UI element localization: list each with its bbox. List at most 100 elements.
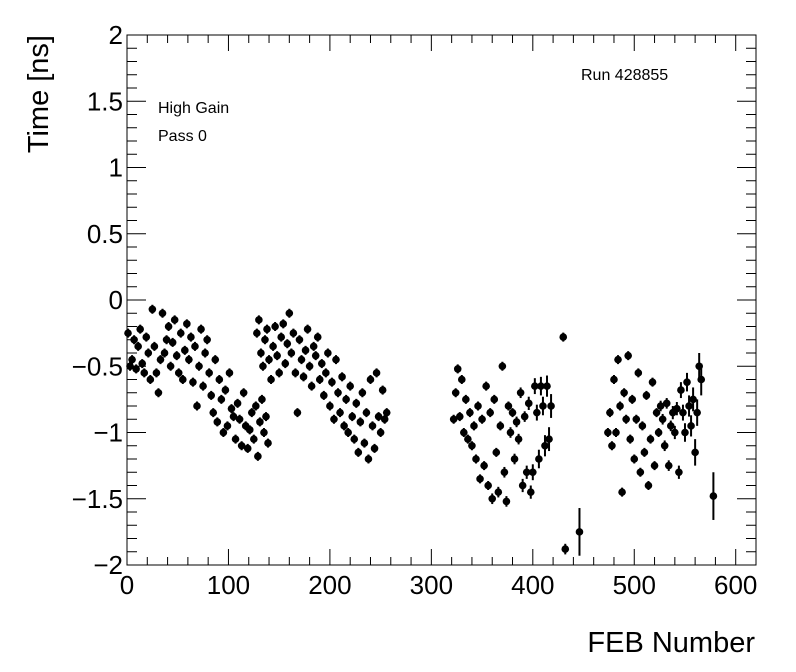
- data-point: [664, 460, 673, 471]
- pass-annotation: Pass 0: [158, 128, 207, 145]
- data-point: [223, 421, 232, 431]
- data-point: [283, 339, 292, 349]
- data-points: [124, 304, 718, 556]
- data-point: [380, 414, 389, 424]
- marker: [508, 408, 517, 417]
- data-point: [474, 401, 482, 411]
- data-point: [378, 385, 387, 395]
- data-point: [328, 377, 336, 387]
- marker: [197, 325, 205, 333]
- marker: [370, 444, 379, 453]
- data-point: [217, 394, 226, 404]
- data-point: [671, 425, 679, 440]
- marker: [279, 320, 288, 328]
- marker: [522, 468, 531, 477]
- marker: [620, 388, 628, 397]
- data-point: [193, 401, 201, 411]
- data-point: [256, 417, 264, 427]
- data-point: [662, 398, 671, 409]
- data-point: [211, 355, 220, 365]
- marker: [352, 399, 361, 408]
- data-point: [606, 408, 614, 418]
- marker: [457, 375, 466, 384]
- marker: [541, 441, 549, 450]
- data-point: [547, 394, 555, 418]
- data-point: [254, 451, 262, 461]
- marker: [332, 355, 340, 364]
- marker: [283, 339, 292, 348]
- marker: [348, 412, 357, 421]
- data-point: [490, 394, 499, 404]
- marker: [324, 349, 332, 357]
- marker: [675, 468, 683, 477]
- marker: [247, 408, 256, 417]
- marker: [543, 382, 551, 390]
- data-point: [293, 408, 302, 418]
- data-point: [673, 402, 681, 416]
- marker: [504, 402, 513, 410]
- marker: [368, 422, 377, 430]
- marker: [170, 316, 179, 324]
- data-point: [203, 335, 211, 345]
- data-point: [138, 359, 147, 369]
- data-point: [502, 496, 511, 507]
- marker: [378, 386, 387, 394]
- data-point: [170, 315, 179, 325]
- data-point: [476, 474, 484, 484]
- marker: [269, 342, 277, 351]
- marker: [666, 422, 675, 430]
- data-point: [267, 375, 275, 384]
- marker: [656, 402, 665, 410]
- data-point: [191, 341, 199, 351]
- marker: [464, 435, 472, 443]
- y-tick-label: −1: [93, 418, 123, 448]
- marker: [486, 408, 494, 417]
- marker: [227, 404, 236, 413]
- marker: [658, 415, 667, 424]
- data-point: [350, 434, 359, 444]
- data-point: [504, 401, 513, 411]
- x-axis-title: FEB Number: [587, 627, 755, 659]
- data-point: [535, 449, 543, 469]
- data-point: [374, 412, 383, 422]
- marker: [207, 391, 216, 400]
- marker: [252, 402, 260, 410]
- marker: [142, 333, 151, 341]
- marker: [148, 305, 157, 314]
- marker: [500, 468, 509, 477]
- data-point: [336, 408, 344, 418]
- marker: [506, 428, 515, 437]
- marker: [547, 402, 555, 410]
- marker: [628, 395, 637, 404]
- marker: [150, 342, 159, 351]
- data-point: [514, 433, 523, 445]
- data-point: [610, 375, 618, 384]
- data-point: [470, 421, 478, 431]
- data-point: [356, 417, 365, 427]
- data-point: [608, 441, 616, 451]
- marker: [245, 426, 254, 434]
- marker: [297, 355, 306, 364]
- data-point: [636, 467, 645, 477]
- run-annotation: Run 428855: [581, 67, 668, 84]
- data-point: [370, 443, 379, 453]
- marker: [334, 388, 342, 397]
- data-point: [332, 355, 340, 365]
- data-point: [195, 361, 203, 371]
- marker: [626, 435, 634, 443]
- marker: [152, 369, 161, 377]
- marker: [303, 325, 312, 333]
- marker: [289, 329, 298, 337]
- marker: [382, 408, 391, 417]
- marker: [273, 351, 281, 360]
- marker: [612, 428, 620, 437]
- marker: [301, 346, 310, 355]
- data-point: [221, 385, 230, 395]
- y-tick-label: −2: [93, 550, 123, 580]
- x-tick-label: 200: [308, 570, 351, 600]
- data-point: [362, 408, 371, 418]
- marker: [322, 369, 330, 377]
- marker: [263, 325, 271, 333]
- marker: [211, 355, 220, 364]
- marker: [254, 452, 262, 461]
